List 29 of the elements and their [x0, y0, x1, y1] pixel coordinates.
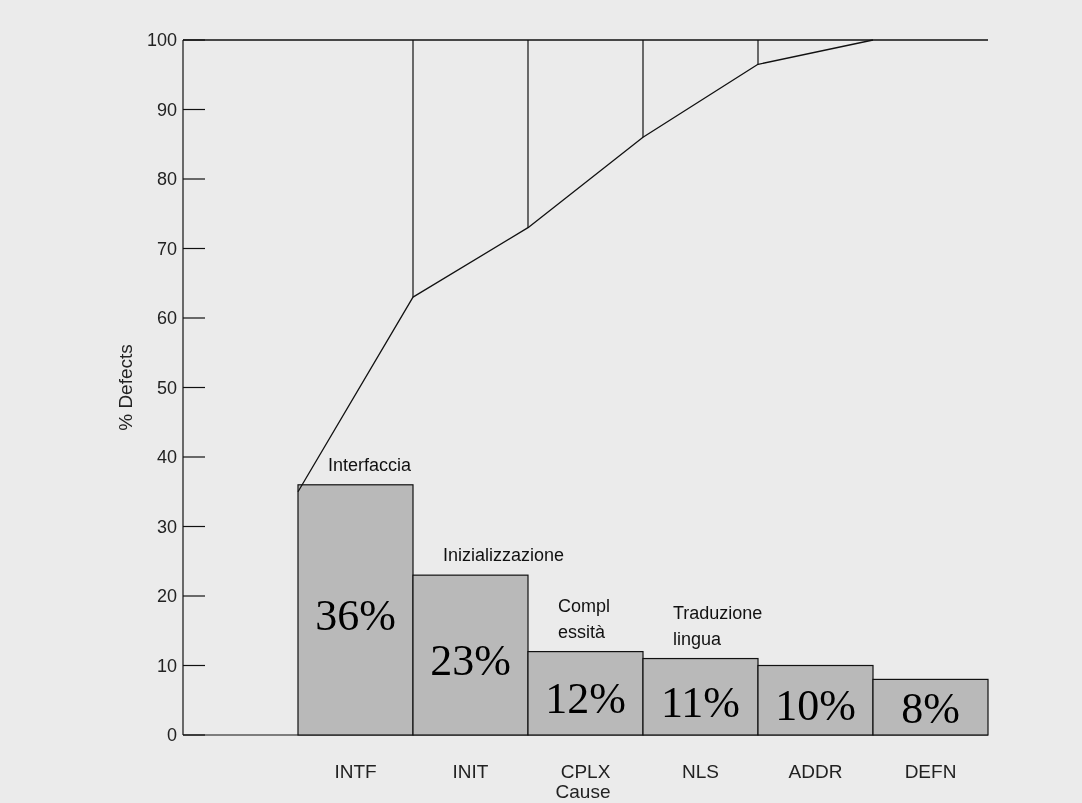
y-tick-label: 70 — [156, 238, 177, 259]
annotation: Interfaccia — [328, 454, 413, 475]
x-tick-label: DEFN — [904, 761, 957, 782]
annotation: Traduzione lingua — [673, 602, 763, 649]
x-tick-label: NLS — [682, 761, 719, 782]
x-tick-label: INTF — [334, 761, 377, 782]
y-tick-label: 100 — [146, 30, 177, 51]
y-tick-label: 20 — [156, 586, 177, 607]
data-label: 36% — [315, 590, 396, 640]
data-label: 12% — [545, 674, 626, 724]
y-tick-label: 30 — [156, 516, 177, 537]
x-tick-label: CPLX — [560, 761, 611, 782]
annotation: Compl essità — [558, 595, 611, 642]
data-label: 10% — [775, 681, 856, 731]
data-label: 8% — [901, 684, 960, 733]
data-label: 11% — [660, 677, 741, 727]
annotation: Inizializzazione — [443, 545, 565, 566]
y-tick-label: 90 — [156, 99, 177, 120]
x-tick-label: INIT — [452, 761, 489, 782]
y-tick-label: 40 — [156, 447, 177, 468]
data-label: 23% — [430, 636, 511, 686]
y-tick-label: 50 — [156, 377, 177, 398]
y-tick-label: 60 — [156, 308, 177, 329]
x-axis-title: Cause — [555, 781, 611, 802]
y-tick-label: 10 — [156, 655, 177, 676]
y-tick-label: 0 — [166, 725, 177, 746]
x-tick-label: ADDR — [788, 761, 843, 782]
y-axis-title: % Defects — [115, 344, 136, 431]
y-tick-label: 80 — [156, 169, 177, 190]
